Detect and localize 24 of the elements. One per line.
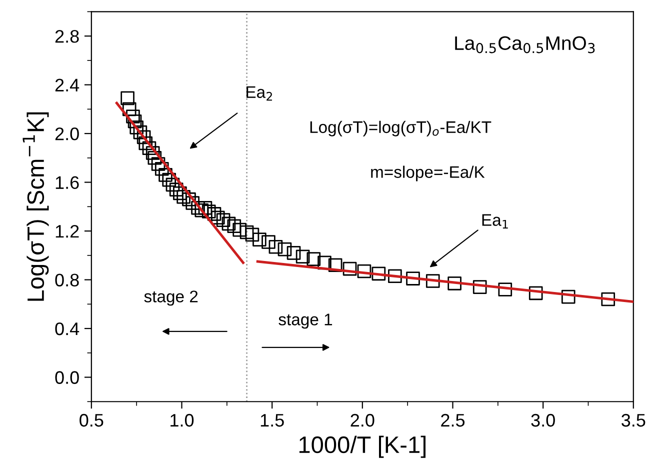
x-tick-label: 3.5 xyxy=(622,414,646,427)
y-tick-label: 2.4 xyxy=(55,78,80,92)
x-tick-label: 1.0 xyxy=(170,414,194,427)
x-tick-label: 3.0 xyxy=(531,414,555,427)
y-tick-label: 1.2 xyxy=(56,224,79,238)
x-tick-label: 2.5 xyxy=(441,414,465,427)
y-tick-label: 0.0 xyxy=(55,371,79,384)
annotation: stage 1 xyxy=(278,314,332,329)
y-axis-title: Log(σT) [Scm$^{−1}$K] xyxy=(22,112,49,301)
y-tick-label: 0.8 xyxy=(55,274,79,286)
x-tick-label: 2.0 xyxy=(350,414,374,427)
y-tick-label: 0.4 xyxy=(55,322,80,336)
annotation: La$_{0.5}$Ca$_{0.5}$MnO$_{3}$ xyxy=(455,36,595,54)
annotation: stage 2 xyxy=(144,290,198,306)
y-tick-label: 2.0 xyxy=(55,127,79,140)
x-tick-label: 1.5 xyxy=(260,414,284,427)
annotation: Ea$_{2}$ xyxy=(246,86,272,101)
y-tick-label: 1.6 xyxy=(56,176,79,189)
x-axis-title: 1000/T [K-1] xyxy=(299,436,426,458)
y-tick-label: 2.8 xyxy=(55,30,79,43)
annotation: Ea$_{1}$ xyxy=(482,214,508,228)
annotation: m=slope=-Ea/K xyxy=(371,166,485,182)
x-tick-label: 0.5 xyxy=(80,414,104,427)
annotation: Log(σT)=log(σT)$_{o}$-Ea/KT xyxy=(310,120,492,136)
